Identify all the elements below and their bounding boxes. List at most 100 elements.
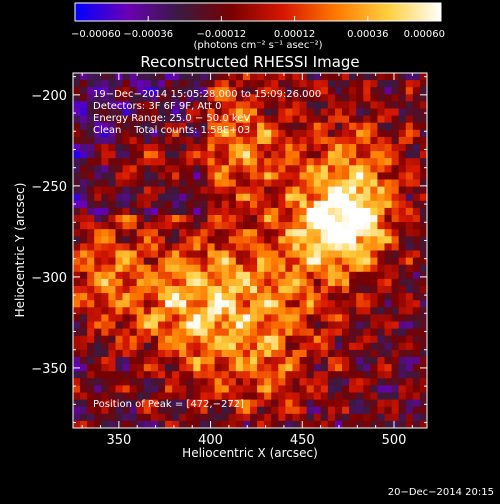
heatmap-cell [157, 108, 166, 117]
heatmap-cell [285, 144, 294, 152]
heatmap-cell [377, 342, 386, 351]
heatmap-cell [299, 271, 308, 280]
heatmap-cell [235, 342, 244, 351]
heatmap-cell [278, 115, 286, 124]
heatmap-cell [129, 314, 138, 323]
heatmap-cell [250, 286, 258, 294]
heatmap-cell [271, 158, 279, 166]
heatmap-cell [143, 257, 152, 266]
heatmap-cell [278, 378, 286, 386]
heatmap-cell [278, 278, 286, 287]
heatmap-cell [250, 129, 258, 138]
heatmap-cell [285, 349, 294, 358]
heatmap-cell [157, 122, 166, 131]
heatmap-cell [363, 257, 371, 266]
heatmap-cell [101, 179, 109, 188]
heatmap-cell [172, 229, 180, 237]
heatmap-cell [101, 151, 109, 159]
heatmap-cell [257, 385, 265, 394]
heatmap-cell [264, 236, 272, 244]
heatmap-cell [313, 158, 322, 166]
heatmap-cell [129, 222, 138, 230]
heatmap-cell [228, 257, 237, 266]
heatmap-cell [299, 300, 308, 308]
heatmap-cell [278, 342, 286, 351]
heatmap-cell [342, 357, 350, 365]
heatmap-cell [94, 420, 102, 428]
heatmap-cell [391, 378, 400, 386]
heatmap-cell [129, 357, 138, 365]
heatmap-cell [377, 200, 386, 209]
heatmap-cell [292, 108, 301, 117]
heatmap-cell [342, 186, 350, 195]
heatmap-cell [363, 342, 371, 351]
heatmap-cell [313, 115, 322, 124]
heatmap-cell [150, 413, 159, 422]
heatmap-cell [143, 165, 152, 173]
heatmap-cell [193, 151, 202, 159]
heatmap-cell [306, 286, 315, 294]
heatmap-cell [73, 420, 81, 428]
heatmap-cell [122, 80, 131, 88]
heatmap-cell [250, 73, 258, 81]
heatmap-cell [384, 257, 393, 266]
heatmap-cell [80, 179, 88, 188]
heatmap-cell [405, 342, 414, 351]
heatmap-cell [306, 406, 315, 415]
heatmap-cell [214, 222, 223, 230]
heatmap-cell [405, 349, 414, 358]
heatmap-cell [157, 80, 166, 88]
heatmap-cell [122, 193, 131, 202]
heatmap-cell [250, 321, 258, 330]
heatmap-cell [101, 335, 109, 344]
heatmap-cell [292, 406, 301, 415]
heatmap-cell [179, 420, 187, 428]
heatmap-cell [250, 222, 258, 230]
heatmap-cell [299, 144, 308, 152]
heatmap-cell [179, 314, 187, 323]
heatmap-cell [193, 144, 202, 152]
heatmap-cell [377, 378, 386, 386]
heatmap-cell [313, 307, 322, 315]
heatmap-cell [271, 108, 279, 117]
heatmap-cell [207, 300, 216, 308]
heatmap-cell [285, 357, 294, 365]
heatmap-cell [306, 73, 315, 81]
heatmap-cell [80, 108, 88, 117]
heatmap-cell [356, 328, 364, 337]
heatmap-cell [285, 300, 294, 308]
heatmap-cell [299, 94, 308, 102]
heatmap-cell [320, 101, 329, 110]
heatmap-cell [278, 335, 286, 344]
heatmap-cell [257, 108, 265, 117]
heatmap-cell [356, 73, 364, 81]
heatmap-cell [356, 264, 364, 273]
heatmap-cell [172, 200, 180, 209]
heatmap-cell [172, 357, 180, 365]
heatmap-cell [228, 207, 237, 216]
heatmap-cell [334, 80, 343, 88]
heatmap-cell [136, 328, 145, 337]
heatmap-cell [412, 371, 421, 379]
heatmap-cell [264, 200, 272, 209]
heatmap-cell [320, 278, 329, 287]
heatmap-cell [115, 94, 124, 102]
heatmap-cell [80, 122, 88, 131]
heatmap-cell [292, 186, 301, 195]
heatmap-cell [87, 73, 95, 81]
heatmap-cell [108, 335, 117, 344]
heatmap-cell [342, 364, 350, 372]
heatmap-cell [122, 151, 131, 159]
heatmap-cell [129, 300, 138, 308]
heatmap-cell [129, 193, 138, 202]
heatmap-cell [334, 314, 343, 323]
heatmap-cell [179, 385, 187, 394]
heatmap-cell [200, 80, 209, 88]
heatmap-cell [306, 335, 315, 344]
heatmap-cell [129, 406, 138, 415]
heatmap-cell [285, 257, 294, 266]
heatmap-cell [327, 321, 336, 330]
heatmap-cell [200, 328, 209, 337]
heatmap-cell [101, 229, 109, 237]
heatmap-cell [165, 321, 173, 330]
